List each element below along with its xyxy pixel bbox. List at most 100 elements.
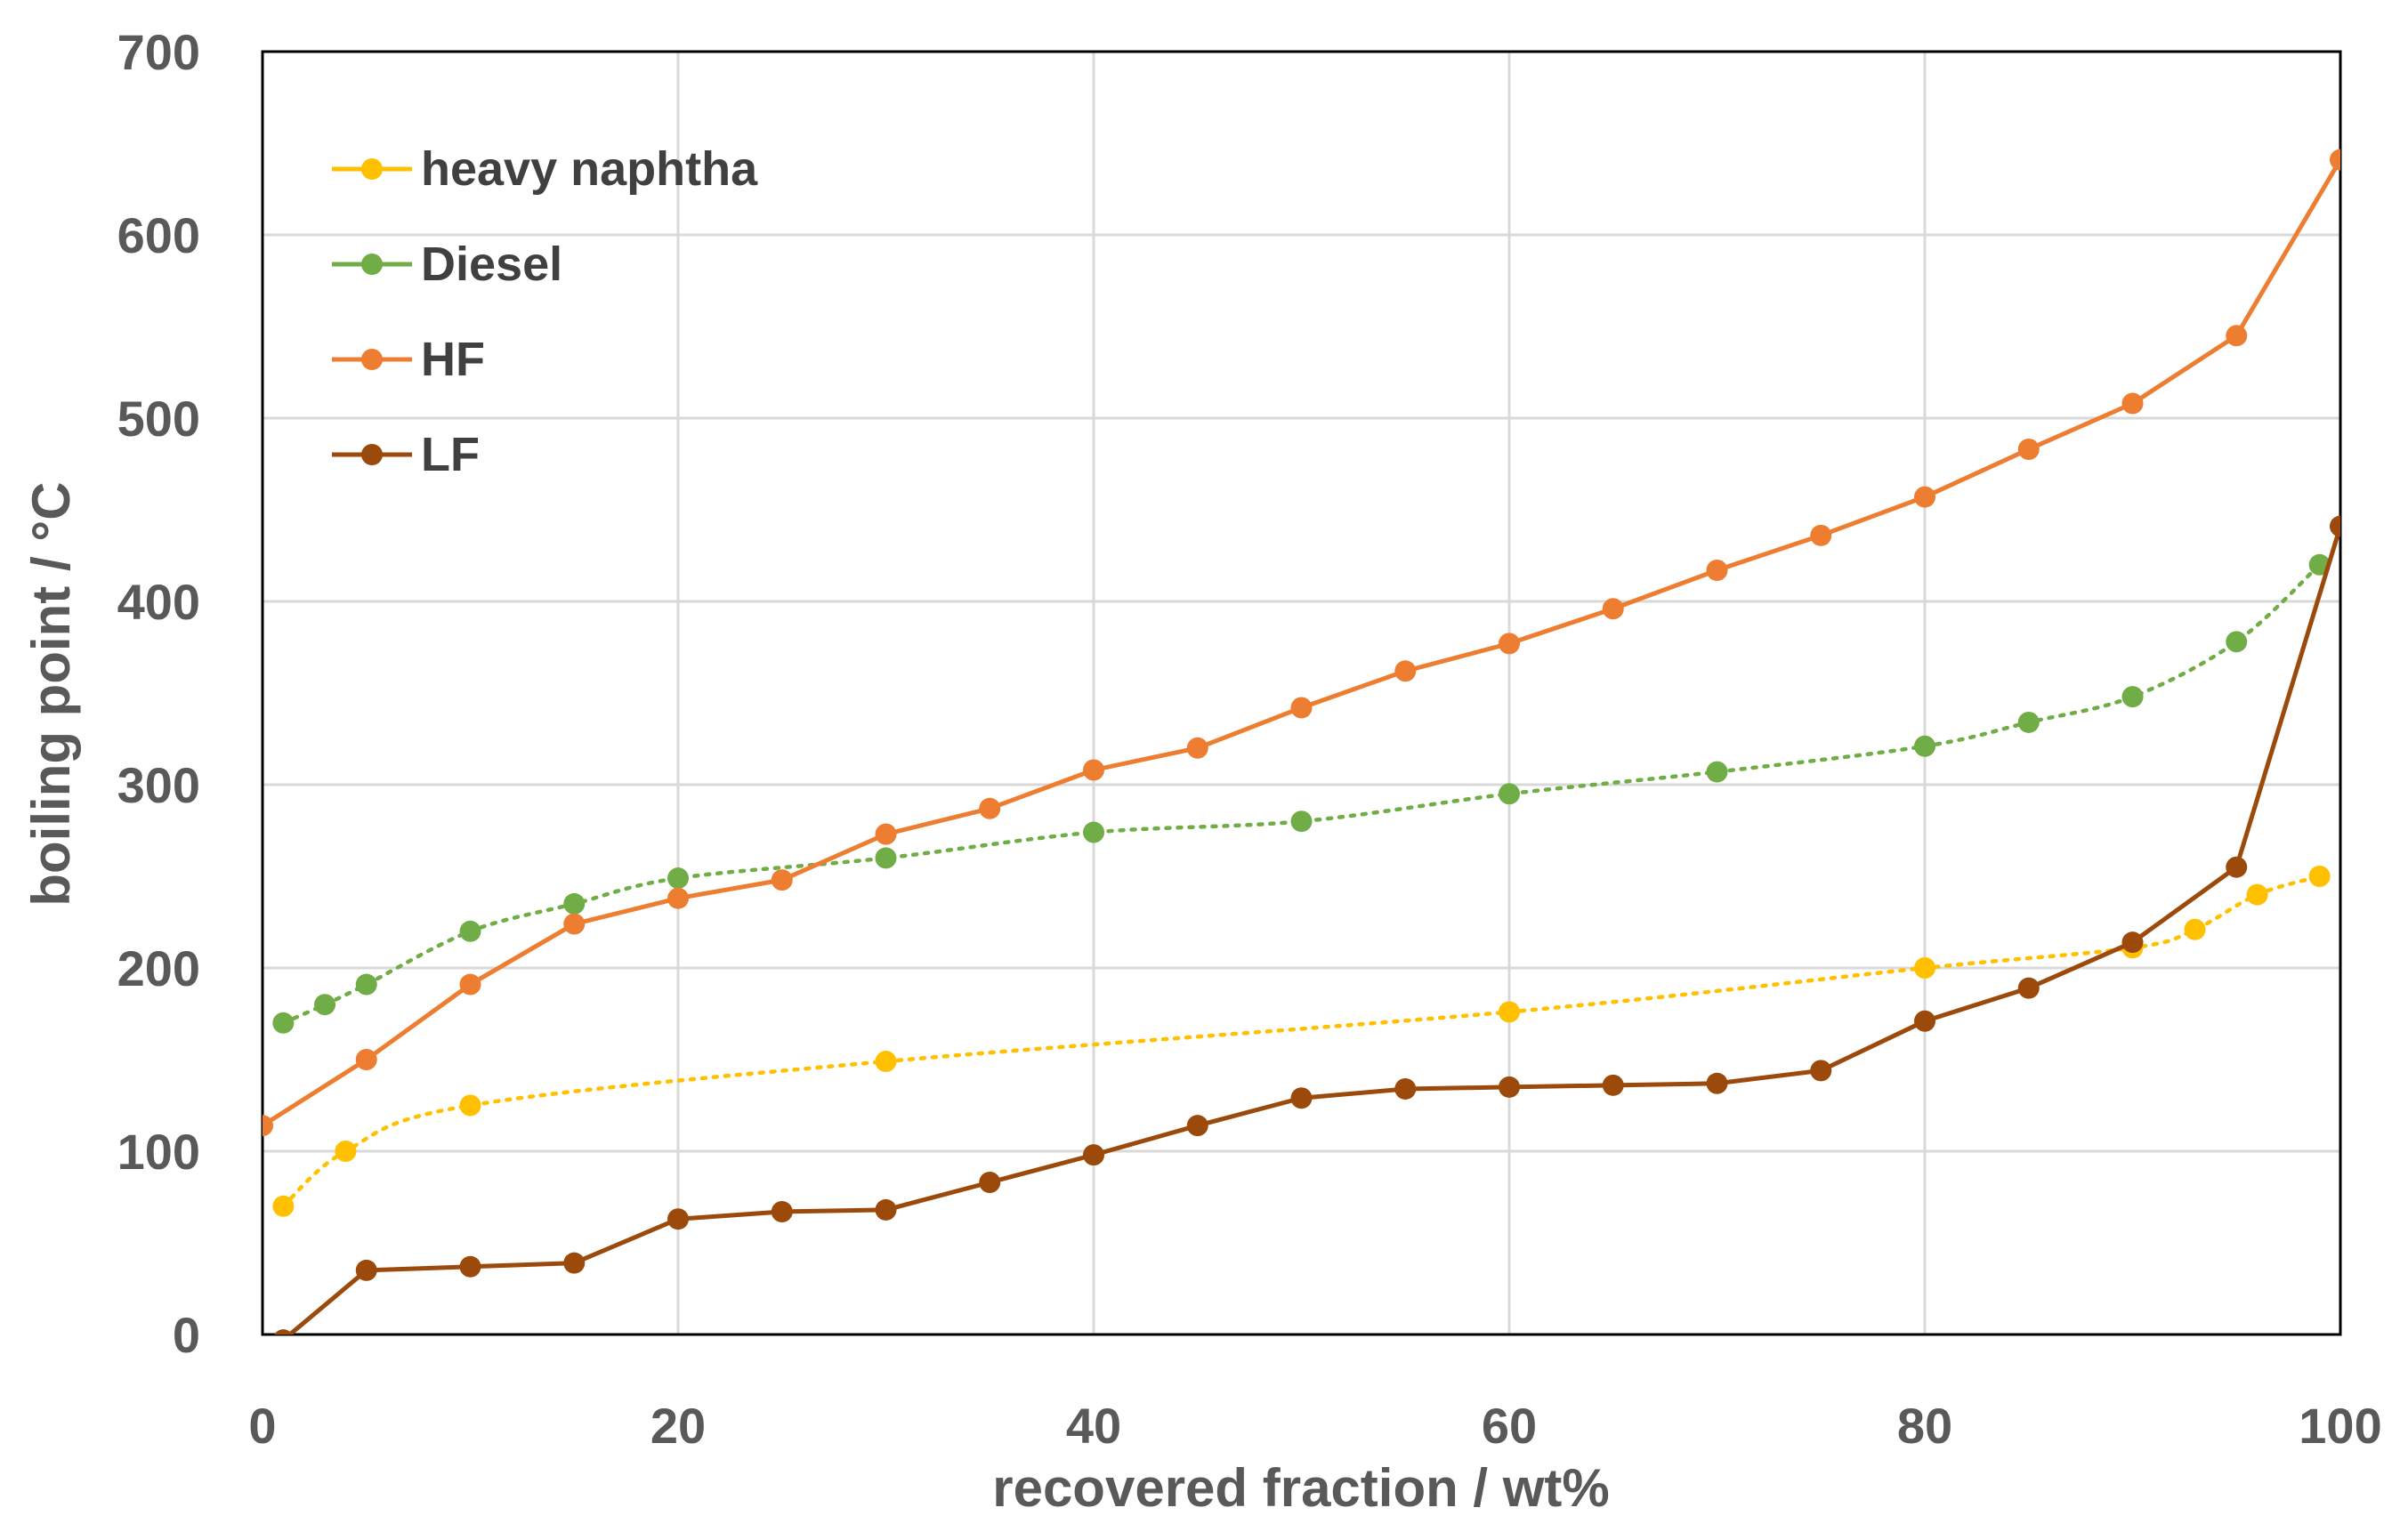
y-tick-label: 200	[117, 940, 200, 996]
data-point-diesel	[2226, 631, 2248, 653]
data-point-heavy-naphtha	[2246, 883, 2268, 906]
data-point-lf	[875, 1198, 897, 1221]
series-line-diesel	[281, 562, 2322, 1026]
legend-marker	[361, 158, 383, 180]
data-point-diesel	[459, 920, 481, 942]
series-hf	[263, 149, 2340, 1137]
data-point-hf	[875, 823, 897, 845]
data-point-diesel	[1083, 821, 1104, 843]
data-point-heavy-naphtha	[272, 1195, 295, 1217]
series-layer	[263, 149, 2340, 1334]
series-lf	[274, 515, 2340, 1334]
data-point-hf	[2017, 439, 2040, 461]
data-point-hf	[2121, 392, 2144, 415]
data-point-diesel	[2121, 686, 2144, 708]
x-tick-labels: 0 20 40 60 80 100	[248, 1398, 2381, 1454]
x-axis-title: recovered fraction / wt%	[992, 1458, 1610, 1518]
data-point-lf	[1602, 1074, 1624, 1096]
data-point-heavy-naphtha	[459, 1094, 481, 1117]
y-tick-label: 0	[173, 1307, 200, 1363]
data-point-heavy-naphtha	[2184, 918, 2206, 940]
data-point-heavy-naphtha	[2308, 866, 2331, 887]
data-point-hf	[2226, 325, 2248, 347]
x-tick-label: 60	[1482, 1398, 1537, 1454]
data-point-hf	[1810, 524, 1832, 546]
data-point-lf	[459, 1255, 481, 1278]
gridlines	[263, 52, 2340, 1334]
data-point-diesel	[1706, 761, 1728, 783]
data-point-lf	[979, 1172, 1001, 1194]
legend-item-hf: HF	[332, 333, 485, 386]
plot-area-frame	[261, 50, 2342, 1336]
data-point-hf	[1290, 697, 1313, 719]
data-point-hf	[1706, 559, 1728, 581]
data-point-lf	[1914, 1010, 1935, 1032]
data-point-lf	[1706, 1072, 1728, 1094]
data-point-hf	[1914, 486, 1935, 508]
data-point-lf	[1394, 1077, 1417, 1100]
legend-item-diesel: Diesel	[332, 238, 562, 291]
data-point-heavy-naphtha	[335, 1141, 357, 1162]
data-point-lf	[771, 1200, 793, 1222]
data-point-heavy-naphtha	[1499, 1001, 1520, 1023]
x-tick-label: 20	[650, 1398, 706, 1454]
data-point-heavy-naphtha	[875, 1051, 897, 1073]
data-point-diesel	[355, 973, 377, 996]
y-tick-label: 100	[117, 1124, 200, 1180]
data-point-hf	[263, 1115, 273, 1137]
x-tick-label: 40	[1066, 1398, 1121, 1454]
data-point-diesel	[1499, 783, 1520, 805]
data-point-diesel	[667, 867, 689, 890]
legend-item-lf: LF	[332, 428, 480, 481]
data-point-diesel	[272, 1012, 295, 1034]
legend-label: LF	[421, 428, 480, 481]
data-point-hf	[667, 887, 689, 909]
data-point-diesel	[875, 847, 897, 869]
data-point-lf	[2017, 977, 2040, 999]
data-point-lf	[1290, 1087, 1313, 1109]
data-point-hf	[771, 869, 793, 891]
data-point-lf	[1499, 1076, 1520, 1098]
data-point-diesel	[314, 994, 336, 1016]
y-axis-title: boiling point / °C	[21, 481, 81, 906]
data-point-hf	[563, 913, 586, 935]
data-point-hf	[979, 797, 1001, 819]
y-tick-label: 500	[117, 391, 200, 447]
data-point-diesel	[1914, 735, 1935, 757]
y-tick-label: 300	[117, 757, 200, 813]
data-point-hf	[355, 1049, 377, 1070]
data-point-heavy-naphtha	[1914, 957, 1935, 979]
data-point-lf	[1810, 1060, 1832, 1082]
legend: heavy naphtha Diesel HF LF	[332, 142, 758, 481]
legend-item-heavy-naphtha: heavy naphtha	[332, 142, 758, 196]
y-tick-label: 400	[117, 574, 200, 630]
data-point-diesel	[1290, 810, 1313, 833]
legend-marker	[361, 444, 383, 465]
data-point-lf	[1186, 1115, 1208, 1137]
y-tick-labels: 0 100 200 300 400 500 600 700	[117, 24, 200, 1363]
data-point-hf	[1186, 737, 1208, 759]
data-point-hf	[1083, 759, 1104, 781]
data-point-lf	[2330, 515, 2340, 537]
y-tick-label: 700	[117, 24, 200, 80]
data-point-lf	[1083, 1144, 1104, 1166]
data-point-lf	[274, 1329, 293, 1334]
series-diesel	[272, 553, 2331, 1034]
data-point-diesel	[2017, 711, 2040, 733]
data-point-diesel	[563, 892, 586, 915]
legend-label: heavy naphtha	[421, 142, 758, 196]
legend-label: HF	[421, 333, 485, 386]
data-point-lf	[2226, 856, 2248, 878]
legend-marker	[361, 349, 383, 370]
data-point-hf	[1602, 598, 1624, 620]
legend-marker	[361, 254, 383, 275]
data-point-hf	[2330, 149, 2340, 171]
data-point-lf	[2121, 931, 2144, 954]
data-point-hf	[1499, 633, 1520, 655]
x-tick-label: 80	[1897, 1398, 1952, 1454]
x-tick-label: 0	[248, 1398, 276, 1454]
data-point-hf	[1394, 660, 1417, 682]
data-point-lf	[563, 1252, 586, 1274]
